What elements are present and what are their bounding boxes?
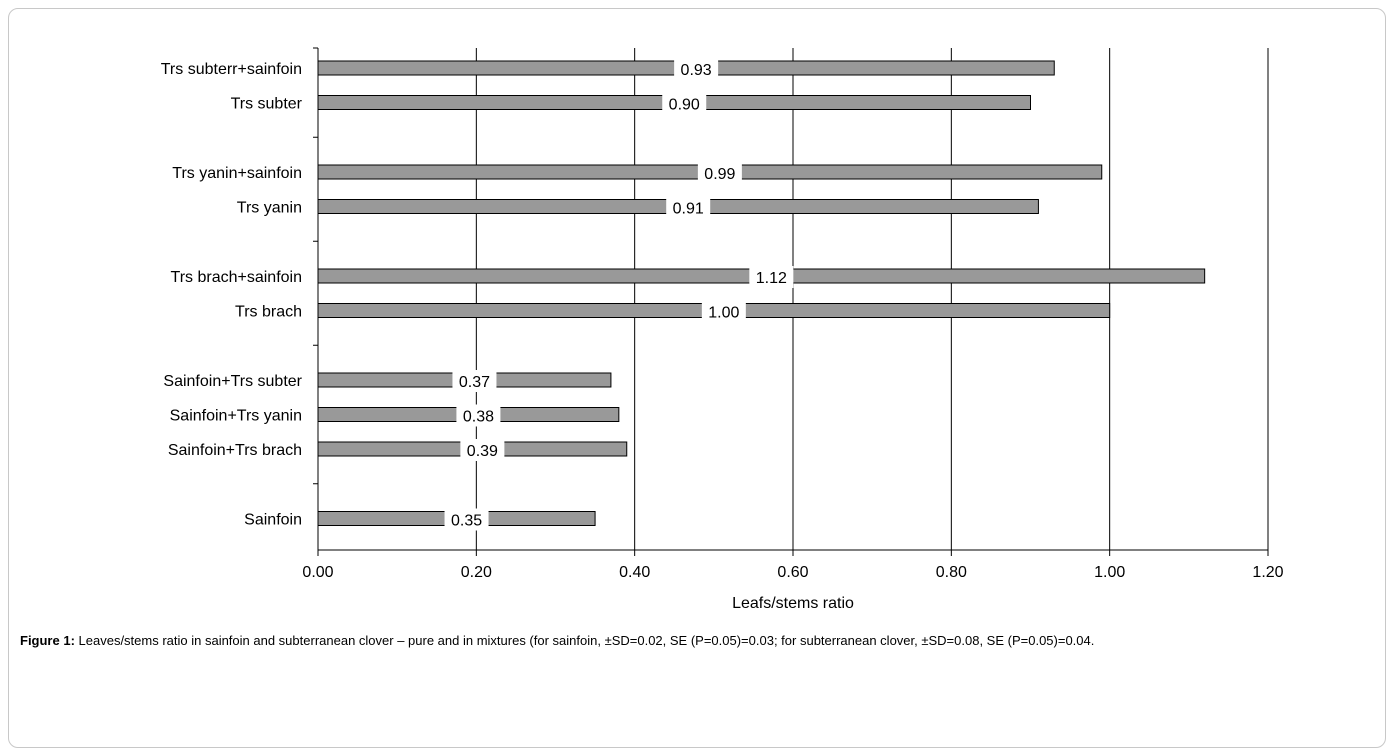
category-label: Trs yanin+sainfoin <box>172 165 302 182</box>
caption-label: Figure 1: <box>20 633 75 648</box>
category-labels: Trs subterr+sainfoin Trs subter Trs yanin+… <box>161 61 303 529</box>
category-label: Trs yanin <box>237 200 302 217</box>
data-label: 0.99 <box>704 166 735 183</box>
data-label: 0.90 <box>669 97 700 114</box>
x-tick-label: 1.00 <box>1094 564 1125 581</box>
data-label: 0.93 <box>681 62 712 79</box>
data-label: 0.37 <box>459 374 490 391</box>
category-label: Trs subter <box>231 96 303 113</box>
data-label: 1.00 <box>708 305 739 322</box>
data-label: 0.35 <box>451 513 482 530</box>
gridlines <box>475 48 1269 550</box>
category-label: Trs subterr+sainfoin <box>161 61 302 78</box>
data-label-bg <box>460 439 505 461</box>
data-label: 0.38 <box>463 409 494 426</box>
x-tick-labels: 0.00 0.20 0.40 0.60 0.80 1.00 1.20 <box>302 564 1283 581</box>
axes <box>313 47 1269 556</box>
category-label: Trs brach <box>235 304 302 321</box>
data-label-bg <box>697 162 742 184</box>
data-label: 0.91 <box>673 201 704 218</box>
x-tick-label: 0.00 <box>302 564 333 581</box>
data-label-bg <box>456 404 501 427</box>
data-label-bg <box>452 370 497 392</box>
caption-text: Leaves/stems ratio in sainfoin and subte… <box>74 633 1095 648</box>
x-axis-title: Leafs/stems ratio <box>732 595 854 612</box>
x-tick-label: 0.80 <box>936 564 967 581</box>
category-label: Sainfoin+Trs brach <box>168 442 302 459</box>
data-label: 1.12 <box>756 270 787 287</box>
data-label-bg <box>666 196 711 219</box>
x-tick-label: 0.60 <box>777 564 808 581</box>
category-label: Sainfoin <box>244 512 302 529</box>
data-label-bg <box>662 92 707 115</box>
data-label: 0.39 <box>467 443 498 460</box>
data-label-bg <box>674 58 719 80</box>
data-label-bg <box>444 508 489 531</box>
figure-caption: Figure 1: Leaves/stems ratio in sainfoin… <box>20 631 1340 650</box>
x-tick-label: 0.40 <box>619 564 650 581</box>
category-label: Sainfoin+Trs yanin <box>170 408 302 425</box>
x-tick-label: 1.20 <box>1252 564 1283 581</box>
bar-chart: 0.93 0.90 0.99 0.91 1.12 1.00 0.37 0.38 0.39 0.35… <box>161 47 1284 612</box>
bars: 0.93 0.90 0.99 0.91 1.12 1.00 0.37 0.38 0.39 0.35 <box>317 58 1206 531</box>
data-label-bg <box>749 266 794 288</box>
category-label: Trs brach+sainfoin <box>171 269 302 286</box>
data-label-bg <box>701 300 746 323</box>
category-label: Sainfoin+Trs subter <box>163 373 302 390</box>
x-tick-label: 0.20 <box>461 564 492 581</box>
